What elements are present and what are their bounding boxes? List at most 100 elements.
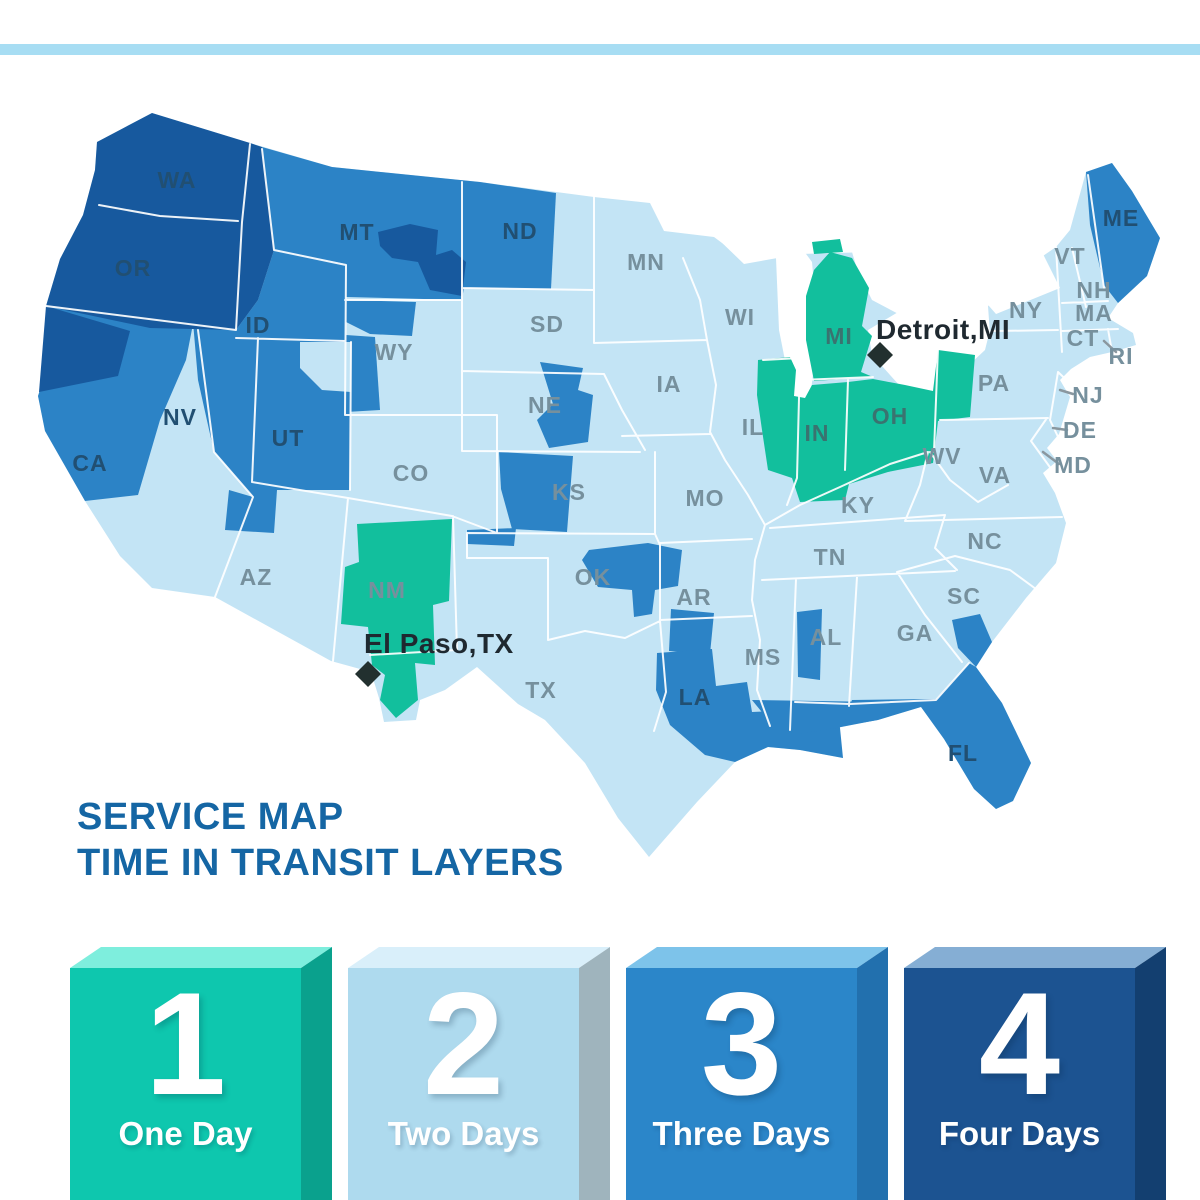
cube-top-face	[904, 947, 1166, 968]
state-label-nm: NM	[368, 577, 406, 603]
state-label-ga: GA	[897, 620, 934, 646]
region-gulf-coast	[752, 700, 880, 734]
state-label-ri: RI	[1109, 343, 1134, 369]
state-label-nc: NC	[967, 528, 1002, 554]
state-label-nd: ND	[502, 218, 537, 244]
cube-side-face	[1135, 947, 1166, 1200]
state-label-de: DE	[1063, 417, 1097, 443]
map-title-line2: TIME IN TRANSIT LAYERS	[77, 841, 564, 884]
legend-cube-1	[70, 947, 332, 1200]
state-label-ny: NY	[1009, 297, 1043, 323]
regions-2day-notches	[300, 342, 351, 392]
legend-block-four-days: 4 Four Days	[904, 947, 1166, 1200]
state-label-mn: MN	[627, 249, 665, 275]
state-label-wa: WA	[157, 167, 196, 193]
state-label-oh: OH	[872, 403, 909, 429]
state-label-ky: KY	[841, 492, 875, 518]
legend-label-three-days: Three Days	[652, 1115, 831, 1152]
state-label-sd: SD	[530, 311, 564, 337]
cube-side-face	[579, 947, 610, 1200]
region-al-west	[797, 609, 822, 680]
state-label-nh: NH	[1076, 277, 1111, 303]
legend-cube-2	[348, 947, 610, 1200]
region-florida	[843, 663, 1031, 809]
cube-top-face	[626, 947, 888, 968]
state-label-ca: CA	[72, 450, 107, 476]
region-mi-up	[812, 239, 843, 254]
region-louisiana	[656, 649, 843, 762]
state-label-ut: UT	[272, 425, 305, 451]
state-borders	[45, 143, 1119, 732]
top-accent-bar	[0, 44, 1200, 55]
cube-side-face	[301, 947, 332, 1200]
cube-top-face	[70, 947, 332, 968]
region-oh-in-il-pa	[757, 350, 975, 502]
legend-number-2: 2	[422, 962, 505, 1125]
city-marker-detroit: Detroit,MI	[867, 314, 1010, 368]
state-label-nv: NV	[163, 404, 197, 430]
lake-huron	[852, 230, 920, 318]
state-label-nj: NJ	[1072, 382, 1103, 408]
regions-4day	[39, 113, 466, 392]
state-label-vt: VT	[1054, 243, 1085, 269]
cube-front-face	[348, 968, 579, 1200]
legend-number-3: 3	[700, 962, 783, 1125]
state-label-va: VA	[979, 462, 1011, 488]
region-ne-patch	[537, 362, 593, 448]
state-label-wi: WI	[725, 304, 755, 330]
state-label-ia: IA	[657, 371, 682, 397]
state-label-ar: AR	[676, 584, 711, 610]
legend-label-four-days: Four Days	[938, 1115, 1101, 1152]
state-label-co: CO	[393, 460, 430, 486]
region-ut-ne-notch	[300, 342, 351, 392]
state-label-az: AZ	[240, 564, 273, 590]
region-ks-patch	[499, 452, 573, 532]
region-wy-patch2	[346, 335, 380, 412]
el-paso-diamond-icon	[355, 661, 381, 687]
region-id-nv-ut	[193, 250, 351, 533]
state-label-id: ID	[246, 312, 271, 338]
region-wy-patch1	[346, 300, 416, 336]
regions-3day	[38, 147, 1160, 809]
region-la-north	[669, 609, 714, 654]
state-label-mt: MT	[339, 219, 374, 245]
cube-front-face	[626, 968, 857, 1200]
state-label-me: ME	[1103, 205, 1140, 231]
map-title: SERVICE MAP TIME IN TRANSIT LAYERS	[77, 795, 564, 886]
state-label-sc: SC	[947, 583, 981, 609]
state-label-wy: WY	[374, 339, 413, 365]
state-label-pa: PA	[978, 370, 1010, 396]
state-label-mo: MO	[685, 485, 724, 511]
lake-ontario	[982, 248, 1060, 314]
region-nd-west	[462, 182, 556, 289]
legend-number-4: 4	[978, 962, 1061, 1125]
detroit-label: Detroit,MI	[876, 314, 1010, 345]
map-title-line1: SERVICE MAP	[77, 796, 344, 838]
state-label-fl: FL	[948, 740, 978, 766]
region-ok-ar-patch	[582, 543, 682, 617]
state-label-ct: CT	[1067, 325, 1100, 351]
state-label-or: OR	[115, 255, 152, 281]
legend-cube-3	[626, 947, 888, 1200]
state-label-md: MD	[1054, 452, 1092, 478]
state-label-tn: TN	[814, 544, 847, 570]
state-label-mi: MI	[825, 323, 853, 349]
cube-side-face	[857, 947, 888, 1200]
state-label-in: IN	[805, 420, 830, 446]
cube-front-face	[904, 968, 1135, 1200]
region-maine	[1086, 163, 1160, 303]
region-mt-nd-patch	[378, 224, 466, 296]
legend-block-two-days: 2 Two Days	[348, 947, 610, 1200]
state-label-ok: OK	[575, 564, 612, 590]
cube-front-face	[70, 968, 301, 1200]
regions-1day	[341, 239, 975, 718]
legend-block-one-day: 1 One Day	[70, 947, 332, 1200]
region-pacific-northwest	[46, 113, 274, 330]
legend-block-three-days: 3 Three Days	[626, 947, 888, 1200]
state-labels: WA OR CA NV ID MT WY UT CO AZ NM ND SD NE KS OK TX MN IA MO…	[72, 167, 1140, 766]
legend-number-1: 1	[144, 962, 227, 1125]
region-new-mexico	[341, 519, 452, 718]
state-leader-lines	[1041, 339, 1118, 466]
